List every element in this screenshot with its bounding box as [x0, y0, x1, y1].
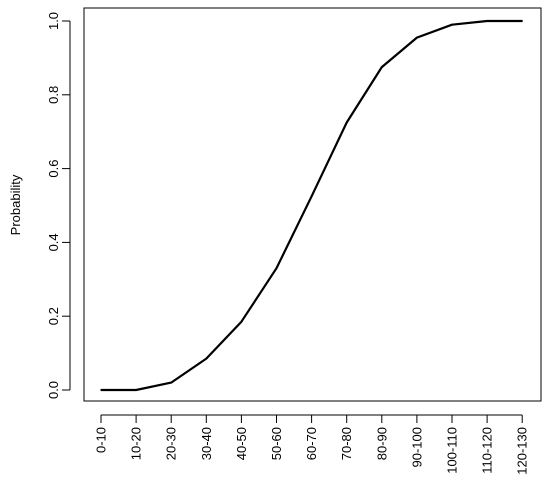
x-tick-label: 100-110: [445, 427, 460, 474]
x-tick-label: 60-70: [304, 427, 319, 460]
y-tick-label: 0.8: [46, 86, 61, 104]
data-point: [275, 267, 278, 270]
data-point: [170, 381, 172, 384]
x-axis: 0-10 10-20 20-30 30-40 40-50 50-60 60-70 70-80 8…: [94, 414, 530, 475]
x-tick-label: 50-60: [269, 427, 284, 460]
data-point: [521, 20, 523, 22]
data-point: [345, 121, 348, 124]
data-point: [100, 389, 102, 391]
data-point: [486, 20, 488, 22]
y-axis-label: Probability: [8, 174, 23, 235]
data-point: [416, 36, 418, 39]
x-tick-label: 80-90: [374, 427, 389, 460]
plot-frame: [83, 7, 542, 402]
x-tick-label: 20-30: [164, 427, 179, 460]
x-tick-label: 0-10: [94, 427, 109, 453]
series-layer: [100, 19, 523, 392]
y-tick-label: 0.2: [46, 307, 61, 325]
y-tick-label: 1.0: [46, 12, 61, 30]
series-line: [101, 19, 523, 392]
y-tick-label: 0.4: [46, 233, 61, 251]
x-tick-label: 120-130: [515, 427, 530, 475]
data-point: [135, 389, 137, 391]
data-point: [310, 195, 313, 198]
data-point: [381, 66, 383, 68]
x-tick-label: 110-120: [480, 427, 495, 474]
data-point: [205, 357, 208, 360]
x-tick-label: 40-50: [234, 427, 249, 460]
x-tick-label: 10-20: [129, 427, 144, 460]
data-point: [451, 23, 453, 26]
y-tick-label: 0.6: [46, 160, 61, 178]
x-tick-label: 70-80: [339, 427, 354, 460]
x-tick-label: 30-40: [199, 427, 214, 460]
y-tick-label: 0.0: [46, 381, 61, 399]
y-axis: 0.0 0.2 0.4 0.6 0.8 1.0: [46, 12, 71, 399]
x-tick-label: 90-100: [409, 427, 424, 467]
data-point: [240, 320, 243, 323]
